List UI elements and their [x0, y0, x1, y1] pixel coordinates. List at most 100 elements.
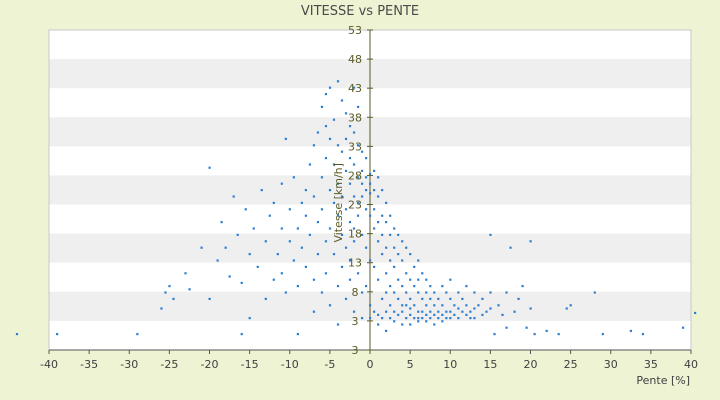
- y-axis-label: Vitesse [km/h]: [332, 163, 345, 243]
- data-point: [469, 317, 472, 320]
- data-point: [393, 227, 396, 230]
- data-point: [324, 93, 328, 96]
- data-point: [417, 259, 420, 262]
- data-point: [441, 285, 444, 288]
- data-point: [529, 240, 532, 243]
- data-point: [397, 297, 400, 300]
- data-point: [364, 157, 368, 160]
- data-point: [377, 278, 380, 281]
- data-point: [288, 240, 291, 243]
- data-point: [324, 125, 328, 128]
- data-point: [409, 313, 412, 316]
- data-point: [364, 189, 368, 192]
- data-point: [557, 333, 560, 336]
- data-point: [445, 291, 448, 294]
- data-point: [505, 326, 508, 329]
- data-point: [336, 214, 340, 217]
- data-point: [517, 297, 520, 300]
- data-point: [348, 259, 352, 262]
- data-point: [284, 291, 287, 294]
- data-point: [381, 297, 384, 300]
- data-point: [308, 233, 312, 236]
- data-point: [389, 285, 392, 288]
- data-point: [425, 320, 428, 323]
- x-tick-label: -40: [40, 358, 58, 371]
- data-point: [296, 333, 299, 336]
- data-point: [509, 246, 512, 249]
- data-point: [393, 310, 396, 313]
- data-point: [340, 265, 344, 268]
- data-point: [405, 246, 408, 249]
- data-point: [360, 233, 364, 236]
- data-point: [457, 291, 460, 294]
- data-point: [344, 137, 348, 140]
- data-point: [389, 214, 392, 217]
- data-point: [397, 278, 400, 281]
- x-axis-label: Pente [%]: [636, 374, 690, 387]
- data-point: [421, 317, 424, 320]
- x-tick-label: 5: [407, 358, 414, 371]
- data-point: [501, 313, 504, 316]
- data-point: [56, 333, 59, 336]
- data-point: [288, 208, 291, 211]
- data-point: [493, 333, 496, 336]
- data-point: [425, 313, 428, 316]
- data-point: [401, 285, 404, 288]
- data-point: [469, 310, 472, 313]
- y-tick-label: 8: [352, 286, 359, 299]
- data-point: [280, 182, 283, 185]
- data-point: [545, 329, 548, 332]
- data-point: [465, 304, 468, 307]
- data-point: [360, 182, 364, 185]
- data-point: [15, 333, 19, 336]
- data-point: [385, 291, 388, 294]
- data-point: [377, 313, 380, 316]
- data-point: [328, 304, 332, 307]
- data-point: [296, 285, 299, 288]
- data-point: [352, 310, 356, 313]
- data-point: [425, 291, 428, 294]
- data-point: [256, 265, 259, 268]
- data-point: [300, 201, 303, 204]
- data-point: [260, 189, 263, 192]
- data-point: [409, 253, 412, 256]
- data-point: [409, 307, 412, 310]
- data-point: [328, 137, 332, 140]
- x-tick-label: -15: [241, 358, 259, 371]
- data-point: [316, 131, 320, 134]
- data-point: [373, 265, 376, 268]
- data-point: [272, 201, 275, 204]
- x-tick-label: 10: [443, 358, 457, 371]
- data-point: [320, 176, 324, 179]
- data-point: [381, 253, 384, 256]
- data-point: [445, 310, 448, 313]
- data-point: [437, 297, 440, 300]
- data-point: [172, 297, 175, 300]
- data-point: [529, 307, 532, 310]
- data-point: [312, 310, 316, 313]
- data-point: [160, 307, 163, 310]
- data-point: [465, 313, 468, 316]
- data-point: [457, 307, 460, 310]
- data-point: [360, 195, 364, 198]
- data-point: [344, 246, 348, 249]
- data-point: [497, 304, 500, 307]
- data-point: [348, 221, 352, 224]
- data-point: [513, 310, 516, 313]
- data-point: [453, 304, 456, 307]
- data-point: [421, 310, 424, 313]
- data-point: [280, 272, 283, 275]
- data-point: [352, 195, 356, 198]
- data-point: [312, 195, 316, 198]
- x-tick-label: 35: [644, 358, 658, 371]
- data-point: [184, 272, 187, 275]
- data-point: [449, 310, 452, 313]
- data-point: [473, 307, 476, 310]
- y-tick-label: 13: [348, 257, 362, 270]
- data-point: [385, 310, 388, 313]
- data-point: [324, 272, 328, 275]
- x-tick-label: -25: [160, 358, 178, 371]
- data-point: [328, 227, 332, 230]
- data-point: [481, 313, 484, 316]
